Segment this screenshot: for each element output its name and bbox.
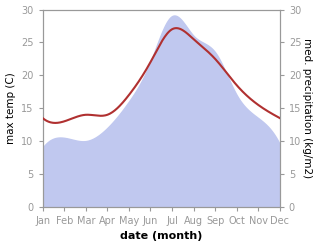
Y-axis label: max temp (C): max temp (C) — [5, 72, 16, 144]
Y-axis label: med. precipitation (kg/m2): med. precipitation (kg/m2) — [302, 38, 313, 178]
X-axis label: date (month): date (month) — [120, 231, 203, 242]
